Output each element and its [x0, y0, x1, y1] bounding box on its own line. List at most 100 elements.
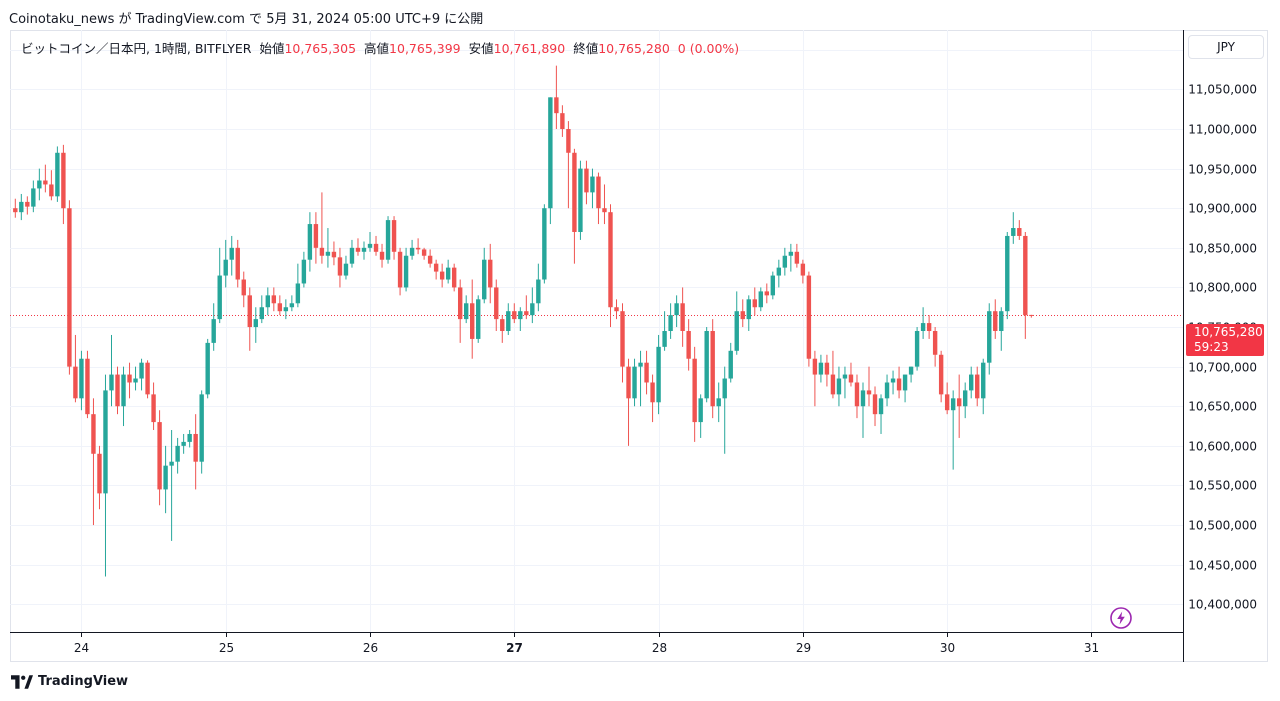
- candle: [830, 350, 836, 399]
- tradingview-logo[interactable]: TradingView: [11, 674, 128, 689]
- candle: [518, 307, 523, 331]
- candle: [1005, 231, 1010, 320]
- legend-high-value: 10,765,399: [389, 41, 461, 56]
- candle: [109, 334, 114, 407]
- candle-body: [253, 319, 258, 328]
- candle: [205, 338, 210, 399]
- candle-body: [79, 358, 84, 399]
- candle-body: [614, 307, 619, 312]
- candle-body: [103, 390, 108, 494]
- candle: [217, 247, 222, 324]
- candle: [67, 200, 72, 375]
- candle-body: [199, 394, 204, 462]
- candle: [283, 299, 289, 320]
- candle: [235, 239, 240, 288]
- candle-body: [115, 374, 120, 407]
- candle-body: [427, 255, 433, 264]
- candle-body: [908, 366, 914, 375]
- candle-body: [590, 176, 595, 193]
- candle-body: [620, 311, 625, 367]
- candle: [433, 259, 439, 280]
- candle: [247, 287, 252, 351]
- candle-body: [554, 97, 559, 114]
- candle-body: [151, 394, 156, 423]
- candle-body: [794, 251, 800, 264]
- candle-body: [993, 311, 998, 331]
- candle-body: [331, 251, 337, 258]
- price-tick-label: 11,000,000: [1188, 123, 1257, 137]
- candle: [824, 354, 830, 387]
- candle: [962, 382, 968, 419]
- tradingview-logo-text: TradingView: [38, 674, 129, 689]
- candle-body: [1023, 235, 1028, 316]
- candle-body: [67, 208, 72, 367]
- candle: [854, 374, 860, 419]
- candle: [494, 279, 499, 331]
- candle-body: [379, 251, 385, 260]
- candle: [25, 196, 30, 215]
- candle: [572, 148, 577, 264]
- candle-body: [265, 295, 271, 308]
- candle-body: [49, 184, 54, 197]
- candle: [313, 212, 319, 264]
- candle: [596, 172, 601, 225]
- candle-body: [602, 208, 607, 213]
- candle: [692, 346, 697, 442]
- candle: [776, 259, 782, 288]
- time-axis-labels: 24 25 26 27 28 29 30 31: [74, 632, 1099, 655]
- last-price-tag: 10,765,280 59:23: [1186, 324, 1264, 356]
- candle-body: [836, 378, 842, 395]
- candle: [301, 251, 307, 288]
- candle-body: [433, 263, 439, 272]
- candle-body: [283, 307, 289, 312]
- candle-body: [596, 176, 601, 209]
- candle: [602, 184, 607, 225]
- candle-body: [91, 414, 96, 454]
- time-tick-label: 31: [1084, 641, 1099, 655]
- candle: [896, 366, 902, 399]
- candle-body: [457, 287, 463, 320]
- candle: [1029, 314, 1034, 318]
- lightning-icon[interactable]: [1109, 606, 1133, 630]
- candle: [788, 243, 794, 272]
- candle-body: [1017, 228, 1022, 236]
- candle-body: [800, 263, 806, 276]
- candle-body: [494, 287, 499, 320]
- candle: [902, 374, 908, 403]
- candle-body: [566, 129, 571, 153]
- candle: [73, 334, 78, 403]
- candle: [740, 299, 745, 328]
- candle: [175, 437, 180, 474]
- candle: [770, 271, 776, 300]
- candle: [133, 366, 138, 391]
- candle-body: [259, 307, 264, 320]
- candle: [295, 263, 301, 308]
- legend-close-value: 10,765,280: [598, 41, 670, 56]
- candle-body: [644, 362, 649, 383]
- currency-button[interactable]: JPY: [1188, 35, 1264, 59]
- time-tick-label: 24: [74, 641, 89, 655]
- candle-body: [764, 291, 769, 296]
- symbol-legend[interactable]: ビットコイン／日本円, 1時間, BITFLYER 始値10,765,305 高…: [21, 38, 739, 57]
- candle: [181, 433, 186, 454]
- candle-body: [692, 358, 697, 423]
- candle-body: [542, 208, 547, 280]
- candle-body: [788, 251, 794, 256]
- candle: [145, 360, 150, 399]
- candle: [548, 97, 553, 225]
- candle-body: [163, 465, 168, 490]
- candle: [938, 350, 944, 403]
- candle-body: [734, 311, 739, 351]
- legend-high-label: 高値: [364, 41, 390, 56]
- candle: [169, 430, 174, 541]
- candle-body: [926, 323, 932, 331]
- candle-body: [277, 303, 283, 312]
- legend-symbol: ビットコイン／日本円, 1時間, BITFLYER: [21, 41, 252, 56]
- candle: [355, 238, 361, 256]
- candle-body: [217, 275, 222, 320]
- price-tick-label: 11,050,000: [1188, 83, 1257, 97]
- candle: [914, 327, 920, 371]
- candle: [920, 307, 926, 339]
- candle: [866, 366, 872, 407]
